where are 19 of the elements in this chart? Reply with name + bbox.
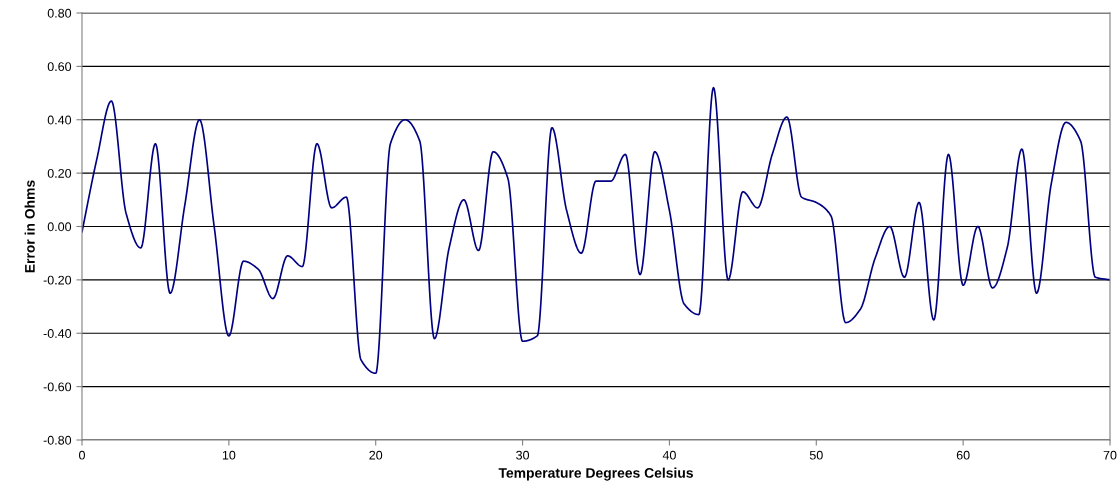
y-tick-label: -0.80	[43, 435, 72, 445]
x-tick-label: 20	[369, 450, 383, 460]
y-tick-label: 0.80	[47, 8, 72, 18]
x-tick-label: 70	[1103, 450, 1117, 460]
x-tick-label: 40	[662, 450, 676, 460]
y-axis-title: Error in Ohms	[24, 180, 35, 273]
y-tick-label: 0.20	[47, 168, 72, 178]
x-tick-label: 30	[516, 450, 530, 460]
y-tick-label: -0.60	[43, 382, 72, 392]
x-tick-label: 10	[222, 450, 236, 460]
y-tick-label: 0.40	[47, 115, 72, 125]
x-axis-title: Temperature Degrees Celsius	[498, 467, 693, 481]
x-tick-label: 0	[79, 450, 85, 460]
x-tick-label: 50	[809, 450, 823, 460]
y-tick-label: -0.20	[43, 275, 72, 285]
y-tick-label: -0.40	[43, 329, 72, 338]
x-tick-label: 60	[956, 450, 970, 460]
y-tick-label: 0.00	[47, 222, 72, 232]
y-tick-label: 0.60	[47, 62, 72, 72]
